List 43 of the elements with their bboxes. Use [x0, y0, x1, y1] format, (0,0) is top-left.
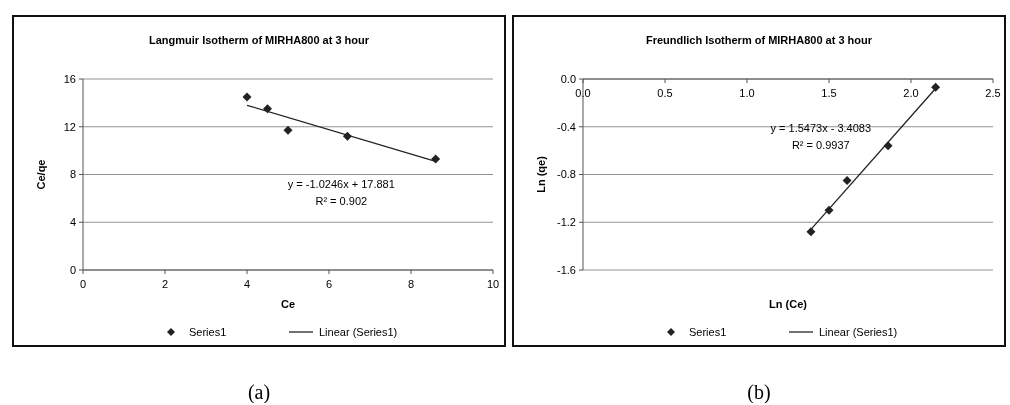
y-tick-label: -1.2	[557, 216, 576, 229]
text: (b)	[747, 381, 771, 404]
y-axis-title: Ce/qe	[35, 159, 47, 190]
x-tick-label: 8	[407, 278, 415, 290]
chart-title: Freundlich Isotherm of MIRHA800 at 3 hour	[645, 34, 873, 46]
text: (a)	[247, 381, 271, 404]
point	[842, 175, 852, 185]
legend-label: Series1	[189, 326, 227, 338]
point	[931, 82, 941, 92]
point	[283, 125, 293, 135]
y-tick-label: 4	[69, 216, 76, 229]
point	[806, 227, 816, 237]
y-axis-title: Ln (qe)	[535, 155, 547, 193]
legend-label: Linear (Series1)	[819, 326, 898, 338]
annotation: y = 1.5473x - 3.4083	[770, 122, 872, 135]
y-tick-label: -0.4	[557, 120, 576, 133]
y-tick-label: 8	[69, 168, 76, 181]
annotation: R² = 0.902	[315, 194, 368, 207]
y-tick-label: -0.8	[557, 168, 576, 181]
legend-label: Series1	[689, 326, 727, 338]
x-axis-title: Ln (Ce)	[769, 298, 808, 310]
point	[242, 92, 252, 102]
y-tick-label: 16	[63, 72, 76, 85]
annotation: y = -1.0246x + 17.881	[287, 177, 395, 190]
x-tick-label: 2.5	[985, 87, 1001, 99]
x-tick-label: 1.5	[821, 87, 837, 99]
x-tick-label: 0.5	[657, 87, 673, 99]
x-tick-label: 4	[243, 278, 251, 290]
y-tick-label: 12	[63, 120, 76, 133]
x-tick-label: 0.0	[575, 87, 591, 99]
x-tick-label: 2	[161, 278, 169, 290]
y-tick-label: 0.0	[560, 72, 576, 85]
x-tick-label: 10	[486, 278, 500, 290]
y-tick-label: -1.6	[557, 263, 576, 276]
x-tick-label: 0	[79, 278, 87, 290]
y-tick-label: 0	[69, 263, 76, 276]
x-axis-title: Ce	[280, 298, 296, 310]
x-tick-label: 2.0	[903, 87, 919, 99]
x-tick-label: 6	[325, 278, 333, 290]
annotation: R² = 0.9937	[791, 139, 850, 152]
x-tick-label: 1.0	[739, 87, 755, 99]
chart-title: Langmuir Isotherm of MIRHA800 at 3 hour	[148, 34, 370, 46]
legend-label: Linear (Series1)	[319, 326, 398, 338]
